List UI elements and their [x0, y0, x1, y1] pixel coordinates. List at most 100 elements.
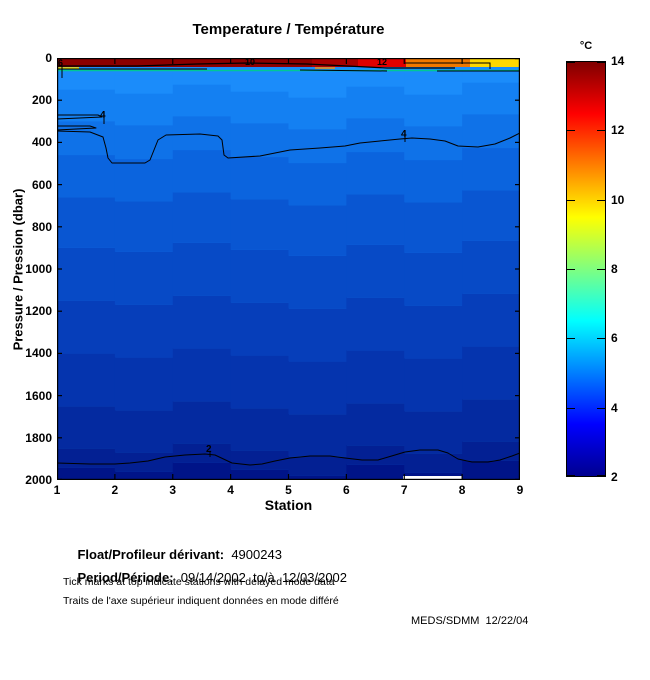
temperature-band — [462, 82, 520, 115]
colorbar-tick-mark — [567, 199, 575, 201]
temperature-band — [404, 252, 463, 306]
temperature-band — [114, 125, 174, 160]
temperature-band — [57, 353, 116, 407]
temperature-band — [230, 355, 289, 409]
y-tick-label: 200 — [31, 93, 52, 108]
temperature-band — [404, 76, 463, 95]
temperature-band — [172, 443, 232, 463]
temperature-band — [288, 255, 347, 309]
temperature-band — [288, 414, 347, 457]
y-tick-label: 400 — [31, 135, 52, 150]
contour-4c — [57, 114, 103, 120]
contour-4c — [57, 125, 97, 131]
temperature-band — [114, 304, 174, 358]
colorbar-tick-label: 2 — [611, 470, 618, 484]
x-axis-label: Station — [264, 497, 313, 513]
temperature-band — [57, 448, 116, 468]
period-line: Period/Période: 09/14/2002 to/à 12/03/20… — [63, 555, 347, 600]
temperature-band — [404, 358, 463, 412]
contour-label: 10 — [245, 58, 255, 67]
temperature-band — [230, 157, 289, 200]
thermocline-line — [57, 62, 455, 69]
colorbar-tick-label: 6 — [611, 331, 618, 346]
temperature-band — [462, 346, 520, 400]
temperature-band — [462, 460, 520, 480]
colorbar-unit-label: °C — [579, 40, 593, 52]
contour-label: 4 — [401, 129, 407, 140]
float-id-line: Float/Profileur dérivant: 4900243 — [63, 532, 282, 577]
y-tick-label: 600 — [31, 177, 52, 192]
temperature-band — [404, 160, 463, 203]
y-tick-label: 1400 — [25, 346, 52, 361]
temperature-band — [288, 205, 347, 256]
temperature-band — [230, 199, 289, 250]
colorbar-tick-mark — [597, 475, 605, 476]
colorbar-tick-mark — [567, 62, 575, 63]
credit-stamp: MEDS/SDMM 12/22/04 — [411, 615, 529, 627]
colorbar-tick-label: 4 — [611, 400, 618, 415]
temperature-band — [172, 84, 232, 117]
colorbar-tick-label: 12 — [611, 123, 625, 138]
colorbar-tick-mark — [597, 62, 605, 63]
temperature-band — [57, 71, 116, 90]
thermocline-line — [299, 69, 388, 72]
temperature-band — [404, 202, 463, 253]
surface-strip-segment — [312, 58, 358, 67]
y-tick-label: 1800 — [25, 430, 52, 445]
temperature-band — [404, 453, 463, 473]
temperature-band — [288, 361, 347, 415]
temperature-band — [346, 297, 405, 351]
temperature-band — [114, 471, 174, 480]
float-id-value: 4900243 — [224, 547, 282, 562]
surface-strip-segment — [470, 58, 520, 67]
temperature-band — [114, 93, 174, 126]
contour-label: 12 — [377, 58, 387, 67]
colorbar-tick-mark — [597, 338, 605, 340]
colorbar-tick-label: 10 — [611, 192, 625, 207]
temperature-band — [462, 240, 520, 294]
temperature-band — [57, 155, 116, 198]
temperature-band — [462, 399, 520, 442]
temperature-band — [230, 469, 289, 480]
x-tick-label: 3 — [169, 483, 177, 497]
temperature-band — [114, 251, 174, 305]
contour-4c — [57, 130, 520, 164]
temperature-band — [230, 302, 289, 356]
y-tick-label: 0 — [45, 51, 52, 65]
temperature-band — [346, 86, 405, 119]
temperature-band — [346, 152, 405, 195]
temperature-band — [230, 91, 289, 124]
temperature-band — [57, 406, 116, 449]
temperature-band — [172, 295, 232, 349]
temperature-band — [114, 410, 174, 453]
x-tick-label: 5 — [285, 483, 292, 497]
temperature-band — [57, 300, 116, 354]
colorbar-tick-mark — [597, 407, 605, 409]
temperature-band — [172, 401, 232, 444]
temperature-band — [230, 249, 289, 303]
temperature-band — [288, 456, 347, 476]
colorbar-tick-mark — [567, 269, 575, 270]
temperature-band — [288, 163, 347, 206]
colorbar-tick-mark — [567, 130, 575, 132]
y-tick-label: 2000 — [25, 473, 52, 487]
temperature-band — [404, 94, 463, 127]
temperature-band — [288, 97, 347, 130]
contour-label: 6 — [58, 58, 63, 68]
axes-box — [57, 58, 520, 480]
y-tick-label: 800 — [31, 219, 52, 234]
temperature-band — [172, 116, 232, 151]
x-tick-label: 7 — [400, 483, 408, 497]
thermocline-line — [405, 62, 491, 69]
colorbar-tick-mark — [567, 338, 575, 340]
period-value: 09/14/2002 to/à 12/03/2002 — [173, 570, 348, 585]
temperature-band — [114, 75, 174, 94]
delayed-mode-note-en: Tick marks at top indicate stations with… — [63, 576, 335, 588]
temperature-band — [172, 242, 232, 296]
x-tick-label: 2 — [111, 483, 119, 497]
temperature-band — [462, 114, 520, 149]
temperature-band — [346, 118, 405, 153]
contour-label: 2 — [206, 444, 212, 455]
contour-2c — [57, 449, 520, 466]
temperature-band — [172, 192, 232, 243]
